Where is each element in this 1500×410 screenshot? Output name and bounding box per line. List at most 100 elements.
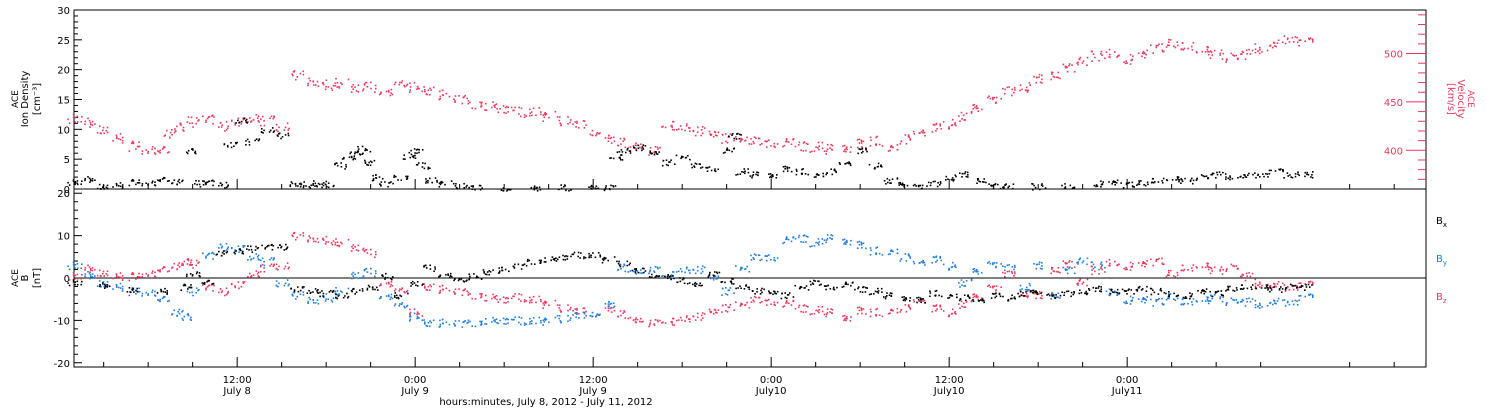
velocity-point <box>589 129 601 137</box>
bz-point <box>750 295 763 304</box>
by-point <box>617 263 632 273</box>
bx-point <box>410 280 424 287</box>
ion-density-point <box>1283 171 1299 179</box>
bx-point <box>201 279 215 285</box>
ion-density-point <box>1165 176 1181 183</box>
ion-density-point <box>364 159 376 166</box>
ion-density-point <box>276 132 290 140</box>
bx-point <box>929 289 943 298</box>
bx-point <box>588 252 602 259</box>
velocity-point <box>972 103 983 112</box>
bx-point <box>780 292 795 300</box>
ion-density-point <box>393 174 409 181</box>
by-point <box>350 271 365 280</box>
bz-point <box>453 288 468 297</box>
bx-point <box>290 286 305 293</box>
velocity-point <box>484 101 498 111</box>
x-tick-date-label: July10 <box>933 386 965 397</box>
bz-point <box>912 298 926 304</box>
bz-point <box>1239 272 1254 282</box>
legend-bz: Bz <box>1436 292 1447 305</box>
bz-point <box>291 231 305 241</box>
velocity-point <box>512 106 528 119</box>
velocity-point <box>291 70 305 81</box>
by-point <box>291 291 305 300</box>
bx-point <box>453 277 468 283</box>
bz-point <box>899 304 912 313</box>
bx-point <box>720 278 735 285</box>
bx-series <box>67 243 1313 304</box>
bx-point <box>1002 294 1016 302</box>
velocity-point <box>67 113 83 124</box>
velocity-point <box>163 129 177 139</box>
bx-point <box>841 281 854 288</box>
velocity-point <box>1150 43 1165 54</box>
bz-point <box>529 295 542 304</box>
velocity-point <box>1062 63 1076 73</box>
bx-point <box>1078 288 1091 296</box>
velocity-point <box>869 135 884 147</box>
bx-point <box>393 292 409 300</box>
bx-point <box>1046 293 1062 300</box>
bx-point <box>947 293 958 299</box>
bz-point <box>764 298 779 306</box>
by-point <box>112 282 124 292</box>
ion-density-point <box>768 173 778 179</box>
ion-density-point <box>112 182 124 189</box>
bx-point <box>1017 290 1032 298</box>
bx-point <box>261 243 275 251</box>
by-point <box>393 302 409 309</box>
velocity-point <box>1195 46 1210 56</box>
velocity-point <box>1269 39 1284 49</box>
top-left-tick-label: 10 <box>57 125 70 136</box>
bz-point <box>1137 260 1148 268</box>
top-right-tick-label: 400 <box>1384 146 1403 157</box>
bz-point <box>96 269 109 277</box>
bx-point <box>958 294 971 302</box>
top-panel: 0 5 10 15 20 25 30 400 450 500 ACE Ion Density [… <box>11 6 1475 196</box>
by-point <box>467 319 483 328</box>
velocity-point <box>782 138 795 148</box>
top-left-tick-label: 25 <box>57 36 70 47</box>
ion-density-point <box>260 127 276 134</box>
bz-point <box>1269 280 1284 289</box>
ion-density-point <box>415 162 431 170</box>
bz-point <box>661 317 676 326</box>
bz-point <box>931 304 943 313</box>
velocity-point <box>141 146 157 155</box>
velocity-point <box>1254 43 1269 55</box>
bx-point <box>692 281 703 287</box>
by-point <box>334 287 350 296</box>
by-point <box>589 311 601 318</box>
bottom-left-tick-label: -20 <box>54 359 70 370</box>
bz-point <box>809 305 824 316</box>
velocity-point <box>987 95 1002 104</box>
bx-point <box>916 296 926 304</box>
ion-density-point <box>128 179 141 187</box>
velocity-point <box>497 105 513 114</box>
ion-density-point <box>705 166 719 173</box>
bz-point <box>987 284 1002 292</box>
top-left-tick-label: 15 <box>57 96 70 107</box>
by-point <box>84 270 96 280</box>
by-point <box>1090 261 1106 271</box>
velocity-point <box>542 110 557 122</box>
bx-point <box>1061 290 1075 298</box>
by-point <box>869 246 884 256</box>
bx-point <box>156 287 168 295</box>
bz-point <box>438 284 451 294</box>
x-tick-time-label: 12:00 <box>579 375 608 386</box>
bx-point <box>616 260 631 268</box>
ion-density-point <box>1180 177 1195 185</box>
velocity-point <box>958 110 973 122</box>
bx-point <box>306 288 320 294</box>
velocity-point <box>275 122 290 133</box>
bx-point <box>1135 285 1148 292</box>
ion-density-point <box>795 168 809 176</box>
top-left-tick-label: 20 <box>57 66 70 77</box>
ion-density-point <box>690 162 704 169</box>
ion-density-point <box>84 176 96 183</box>
bx-point <box>468 273 483 281</box>
